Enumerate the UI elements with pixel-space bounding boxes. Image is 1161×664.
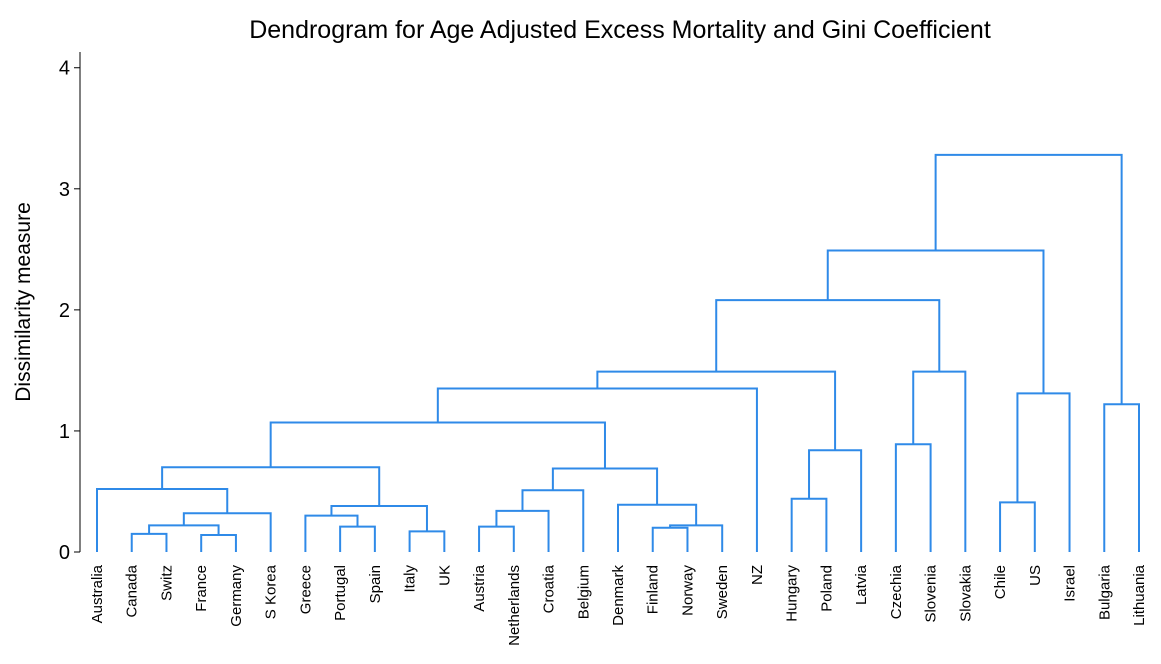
y-tick-label: 3	[59, 179, 70, 201]
y-tick-label: 4	[59, 58, 70, 80]
leaf-label: Netherlands	[506, 565, 523, 646]
leaf-label: S Korea	[263, 564, 280, 619]
leaf-label: Belgium	[575, 565, 592, 619]
leaf-label: Slovakia	[957, 564, 974, 621]
leaf-label: NZ	[749, 565, 766, 585]
link	[1016, 392, 1071, 552]
link	[478, 525, 515, 552]
link	[894, 443, 932, 552]
leaf-label: Switz	[158, 565, 175, 601]
y-tick-label: 2	[59, 300, 70, 322]
link	[912, 370, 967, 552]
link	[269, 421, 606, 469]
link	[521, 489, 585, 552]
leaf-label: Czechia	[888, 564, 905, 619]
leaf-label: Finland	[645, 565, 662, 614]
link	[1103, 403, 1140, 552]
leaf-label: Norway	[679, 565, 696, 616]
link	[130, 532, 168, 552]
link	[651, 526, 689, 552]
link	[304, 514, 359, 552]
chart-title: Dendrogram for Age Adjusted Excess Morta…	[249, 16, 991, 44]
leaf-label: Australia	[89, 564, 106, 623]
leaf-label: Poland	[818, 565, 835, 612]
leaf-label: Hungary	[784, 565, 801, 622]
leaf-label: Italy	[402, 565, 419, 593]
y-axis-label: Dissimilarity measure	[12, 202, 35, 402]
link	[330, 504, 428, 532]
leaf-label: UK	[436, 565, 453, 586]
leaf-label: Germany	[228, 565, 245, 627]
link	[161, 466, 381, 506]
leaf-label: Croatia	[541, 564, 558, 613]
link	[669, 524, 724, 552]
link	[96, 488, 229, 552]
link	[551, 467, 659, 505]
link	[596, 370, 837, 451]
leaf-label: Spain	[367, 565, 384, 603]
leaf-label: Portugal	[332, 565, 349, 621]
leaf-label: Slovenia	[923, 564, 940, 622]
leaf-label: Greece	[297, 565, 314, 614]
leaf-label: Canada	[124, 564, 141, 617]
leaf-label: US	[1027, 565, 1044, 586]
leaf-label: Israel	[1062, 565, 1079, 602]
leaf-label: Sweden	[714, 565, 731, 619]
link	[808, 449, 863, 552]
leaf-label: Chile	[992, 565, 1009, 599]
link	[339, 525, 376, 552]
leaf-label: Latvia	[853, 564, 870, 605]
leaf-label: Bulgaria	[1096, 564, 1113, 620]
y-tick-label: 0	[59, 542, 70, 564]
link	[200, 534, 237, 552]
link	[436, 387, 758, 552]
link	[790, 497, 828, 552]
link	[495, 509, 550, 552]
link	[999, 501, 1036, 552]
link	[934, 153, 1123, 405]
leaf-label: Austria	[471, 564, 488, 611]
link	[715, 299, 941, 372]
leaf-label: France	[193, 565, 210, 612]
link	[148, 524, 220, 536]
leaf-label: Lithuania	[1131, 564, 1148, 626]
leaf-label: Denmark	[610, 565, 627, 626]
link	[617, 503, 698, 552]
y-tick-label: 1	[59, 421, 70, 443]
link	[182, 512, 272, 552]
link	[408, 530, 446, 552]
